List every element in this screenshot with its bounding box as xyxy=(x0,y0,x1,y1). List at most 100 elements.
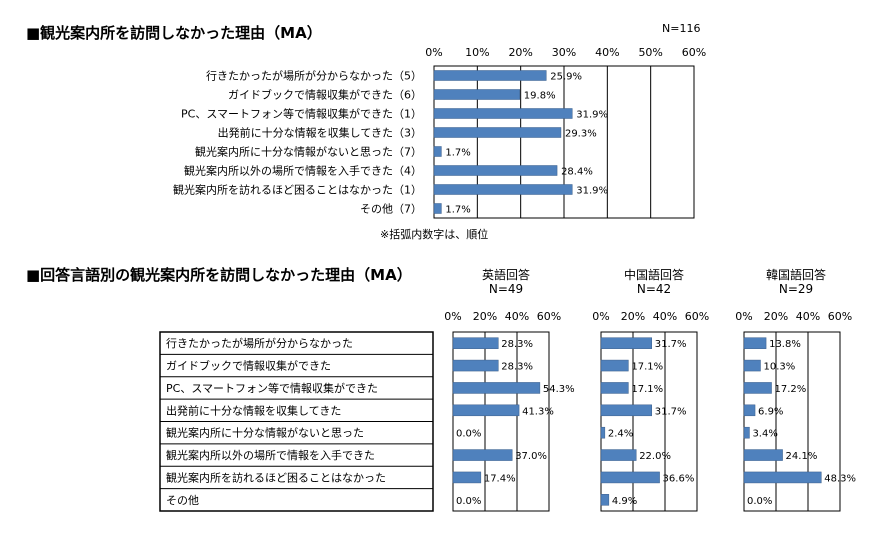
x-tick-label: 20% xyxy=(764,310,788,323)
data-label: 1.7% xyxy=(445,205,470,216)
x-tick-label: 20% xyxy=(621,310,645,323)
bar xyxy=(452,404,520,417)
data-label: 28.3% xyxy=(501,362,533,373)
bar xyxy=(600,471,660,484)
bar xyxy=(433,89,521,100)
bar xyxy=(452,337,499,349)
data-label: 3.4% xyxy=(752,429,777,440)
x-tick-label: 40% xyxy=(653,310,677,323)
bar xyxy=(433,108,573,119)
data-label: 48.3% xyxy=(824,473,856,484)
bar xyxy=(600,404,652,417)
bar xyxy=(433,165,558,176)
category-label: 出発前に十分な情報を収集してきた（3） xyxy=(218,126,422,140)
data-label: 10.3% xyxy=(763,362,795,373)
chinese-subtitle: 中国語回答 xyxy=(623,268,684,282)
bar xyxy=(743,449,783,461)
bar xyxy=(743,471,822,484)
data-label: 54.3% xyxy=(543,384,575,395)
x-tick-label: 40% xyxy=(796,310,820,323)
english-n-label: N=49 xyxy=(488,282,524,296)
category-label: 観光案内所に十分な情報がないと思った xyxy=(166,426,364,440)
bar xyxy=(452,359,499,372)
top-chart: 0% 10% 20% 30% 40% 50% 60% 行きたかったが場所が分からなかった（5）… xyxy=(173,46,706,219)
x-tick-label: 0% xyxy=(735,310,752,323)
data-label: 6.9% xyxy=(758,406,783,417)
data-label: 0.0% xyxy=(456,429,481,440)
category-label: 観光案内所を訪れるほど困ることはなかった xyxy=(166,470,386,484)
x-tick-label: 30% xyxy=(552,46,576,59)
category-label: PC、スマートフォン等で情報収集ができた（1） xyxy=(181,107,422,121)
data-label: 1.7% xyxy=(445,148,470,159)
data-label: 28.4% xyxy=(561,167,593,178)
data-label: 31.7% xyxy=(655,406,687,417)
data-label: 31.9% xyxy=(576,186,608,197)
data-label: 37.0% xyxy=(515,451,547,462)
data-label: 31.7% xyxy=(655,339,687,350)
category-label: 行きたかったが場所が分からなかった xyxy=(166,336,353,350)
bar xyxy=(600,494,610,506)
data-label: 22.0% xyxy=(639,451,671,462)
bar xyxy=(452,449,513,461)
x-tick-label: 60% xyxy=(828,310,852,323)
bar xyxy=(743,359,761,372)
bar xyxy=(452,382,541,394)
plot-frame xyxy=(452,331,550,512)
x-tick-label: 50% xyxy=(638,46,662,59)
data-label: 41.3% xyxy=(522,406,554,417)
korean-n-label: N=29 xyxy=(778,282,814,296)
data-label: 19.8% xyxy=(524,91,556,102)
x-tick-label: 40% xyxy=(505,310,529,323)
bar xyxy=(452,471,482,484)
data-label: 4.9% xyxy=(612,496,637,507)
x-tick-label: 20% xyxy=(473,310,497,323)
x-tick-label: 10% xyxy=(465,46,489,59)
category-label: PC、スマートフォン等で情報収集ができた xyxy=(166,381,378,395)
category-label: ガイドブックで情報収集ができた（6） xyxy=(228,88,422,102)
category-label: 観光案内所を訪れるほど困ることはなかった（1） xyxy=(173,183,422,197)
bottom-chart-title: ■回答言語別の観光案内所を訪問しなかった理由（MA） xyxy=(26,266,412,284)
data-label: 17.1% xyxy=(631,384,663,395)
data-label: 36.6% xyxy=(663,473,695,484)
data-label: 0.0% xyxy=(747,496,772,507)
data-label: 25.9% xyxy=(550,72,582,83)
x-tick-label: 60% xyxy=(682,46,706,59)
bar xyxy=(743,404,756,417)
category-label: 観光案内所以外の場所で情報を入手できた xyxy=(166,448,375,462)
bar xyxy=(600,449,637,461)
chinese-n-label: N=42 xyxy=(636,282,672,296)
english-heading: 英語回答 N=49 xyxy=(456,268,556,296)
top-n-label: N=116 xyxy=(662,22,701,35)
category-label: 出発前に十分な情報を収集してきた xyxy=(166,403,341,417)
bar xyxy=(433,203,442,214)
korean-heading: 韓国語回答 N=29 xyxy=(746,268,846,296)
data-label: 28.3% xyxy=(501,339,533,350)
data-label: 31.9% xyxy=(576,110,608,121)
bar xyxy=(743,426,750,439)
english-subtitle: 英語回答 xyxy=(481,268,530,282)
x-tick-label: 40% xyxy=(595,46,619,59)
plot-frame xyxy=(433,65,695,219)
korean-subtitle: 韓国語回答 xyxy=(765,268,826,282)
x-tick-label: 0% xyxy=(444,310,461,323)
top-chart-title: ■観光案内所を訪問しなかった理由（MA） xyxy=(26,24,322,42)
plot-frame xyxy=(600,331,698,512)
bar xyxy=(433,127,562,138)
data-label: 17.2% xyxy=(775,384,807,395)
bar xyxy=(600,337,652,349)
rank-note: ※括弧内数字は、順位 xyxy=(380,228,489,241)
plot-frame xyxy=(743,331,841,512)
bar xyxy=(600,382,629,394)
bar xyxy=(743,382,772,394)
x-tick-label: 20% xyxy=(508,46,532,59)
data-label: 0.0% xyxy=(456,496,481,507)
bar xyxy=(433,146,442,157)
data-label: 2.4% xyxy=(608,429,633,440)
data-label: 29.3% xyxy=(565,129,597,140)
bar xyxy=(600,426,606,439)
data-label: 13.8% xyxy=(769,339,801,350)
category-label: 行きたかったが場所が分からなかった（5） xyxy=(206,69,422,83)
chinese-heading: 中国語回答 N=42 xyxy=(604,268,704,296)
category-label: 観光案内所以外の場所で情報を入手できた（4） xyxy=(184,164,422,178)
